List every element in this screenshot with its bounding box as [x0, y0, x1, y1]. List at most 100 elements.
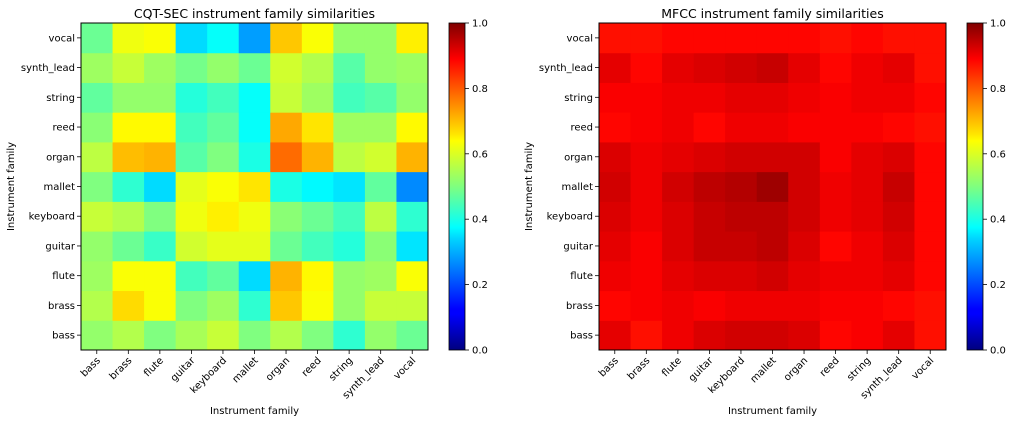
heatmap-cell	[819, 260, 852, 292]
heatmap-cell	[81, 201, 114, 232]
x-tick-label: reed	[818, 355, 842, 379]
heatmap-cell	[882, 141, 915, 173]
chart-left-colorbar-ticks: 0.0 0.2 0.4 0.6 0.8 1.0	[465, 19, 488, 357]
colorbar-tick-label: 0.8	[472, 84, 488, 95]
heatmap-cell	[238, 112, 271, 143]
heatmap-cell	[144, 260, 177, 292]
heatmap-cell	[693, 260, 726, 292]
x-tick-label: reed	[300, 355, 324, 379]
heatmap-cell	[914, 231, 947, 262]
heatmap-cell	[238, 320, 271, 351]
y-tick-label: reed	[570, 123, 593, 134]
heatmap-cell	[914, 290, 947, 321]
colorbar-tick-label: 0.0	[990, 346, 1006, 357]
heatmap-cell	[396, 171, 429, 202]
heatmap-cell	[270, 82, 303, 113]
heatmap-cell	[238, 52, 271, 83]
x-tick-label: string	[327, 355, 355, 383]
heatmap-cell	[851, 201, 884, 232]
heatmap-cell	[851, 320, 884, 351]
heatmap-cell	[207, 231, 240, 262]
heatmap-cell	[175, 82, 208, 113]
heatmap-cell	[396, 231, 429, 262]
heatmap-cell	[851, 23, 884, 54]
heatmap-cell	[175, 231, 208, 262]
y-tick-label: string	[564, 93, 593, 104]
heatmap-cell	[662, 171, 695, 202]
heatmap-cell	[364, 141, 397, 173]
y-tick-label: mallet	[562, 182, 594, 193]
heatmap-cell	[756, 52, 789, 83]
heatmap-cell	[301, 320, 334, 351]
heatmap-cell	[819, 290, 852, 321]
heatmap-cell	[238, 141, 271, 173]
heatmap-cell	[788, 260, 821, 292]
heatmap-cell	[662, 112, 695, 143]
chart-right-yticks: bass brass flute guitar keyboard mallet organ r…	[539, 33, 599, 342]
x-tick-label: vocal	[910, 355, 936, 381]
heatmap-cell	[270, 52, 303, 83]
colorbar-tick-label: 0.6	[472, 149, 488, 160]
heatmap-cell	[112, 201, 145, 232]
heatmap-cell	[882, 231, 915, 262]
heatmap-cell	[175, 23, 208, 54]
chart-left-cells	[81, 23, 429, 351]
x-tick-label: brass	[108, 355, 135, 382]
heatmap-cell	[788, 52, 821, 83]
heatmap-cell	[301, 231, 334, 262]
heatmap-cell	[662, 52, 695, 83]
heatmap-cell	[238, 201, 271, 232]
chart-left-yticks: bass brass flute guitar keyboard mallet organ r…	[21, 33, 81, 342]
y-tick-label: reed	[52, 123, 75, 134]
heatmap-cell	[270, 201, 303, 232]
heatmap-cell	[238, 260, 271, 292]
chart-right-colorbar-gradient	[966, 22, 984, 351]
colorbar-tick-label: 0.0	[472, 346, 488, 357]
heatmap-cell	[238, 171, 271, 202]
heatmap-cell	[788, 23, 821, 54]
heatmap-cell	[599, 141, 632, 173]
heatmap-cell	[599, 260, 632, 292]
heatmap-cell	[301, 23, 334, 54]
heatmap-cell	[333, 141, 366, 173]
heatmap-cell	[725, 290, 758, 321]
x-tick-label: organ	[264, 355, 292, 383]
heatmap-cell	[301, 171, 334, 202]
heatmap-cell	[756, 23, 789, 54]
heatmap-cell	[144, 52, 177, 83]
heatmap-cell	[819, 52, 852, 83]
heatmap-cell	[819, 231, 852, 262]
heatmap-cell	[882, 171, 915, 202]
heatmap-cell	[112, 260, 145, 292]
colorbar-tick-label: 0.2	[990, 280, 1006, 291]
heatmap-cell	[882, 290, 915, 321]
heatmap-cell	[396, 141, 429, 173]
chart-right: MFCC instrument family similarities bass…	[524, 6, 1006, 417]
heatmap-cell	[756, 82, 789, 113]
colorbar-tick-label: 0.6	[990, 149, 1006, 160]
heatmap-cell	[756, 290, 789, 321]
heatmap-cell	[851, 112, 884, 143]
heatmap-cell	[630, 290, 663, 321]
y-tick-label: brass	[566, 301, 593, 312]
heatmap-cell	[333, 231, 366, 262]
heatmap-cell	[882, 201, 915, 232]
heatmap-cell	[144, 171, 177, 202]
heatmap-cell	[630, 52, 663, 83]
heatmap-cell	[238, 290, 271, 321]
colorbar-tick-label: 0.4	[990, 215, 1006, 226]
heatmap-cell	[175, 320, 208, 351]
heatmap-cell	[914, 260, 947, 292]
heatmap-cell	[175, 260, 208, 292]
heatmap-cell	[112, 23, 145, 54]
heatmap-cell	[725, 260, 758, 292]
heatmap-cell	[144, 141, 177, 173]
heatmap-cell	[599, 201, 632, 232]
heatmap-cell	[914, 201, 947, 232]
heatmap-cell	[788, 171, 821, 202]
heatmap-cell	[175, 112, 208, 143]
heatmap-cell	[333, 112, 366, 143]
heatmap-cell	[364, 52, 397, 83]
